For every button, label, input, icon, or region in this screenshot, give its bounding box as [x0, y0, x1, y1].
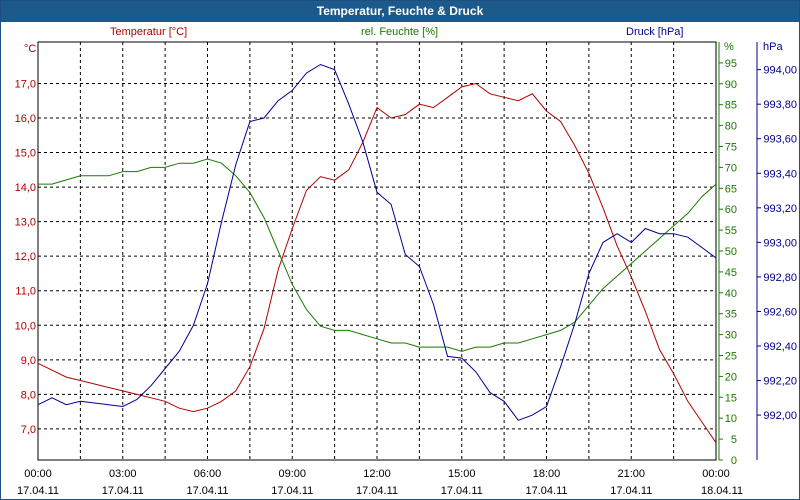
x-time-label: 18:00	[533, 468, 561, 480]
humidity-tick-label: 55	[725, 225, 737, 237]
humidity-tick-label: 30	[725, 330, 737, 342]
humidity-tick-label: 20	[725, 371, 737, 383]
x-time-label: 12:00	[363, 468, 391, 480]
humidity-tick-label: 90	[725, 79, 737, 91]
temperature-tick-label: 10,0	[15, 320, 36, 332]
pressure-series-label: Druck [hPa]	[626, 26, 683, 38]
temperature-tick-label: 7,0	[21, 424, 36, 436]
x-date-label: 17.04.11	[271, 485, 313, 497]
pressure-unit-label: hPa	[763, 41, 783, 53]
pressure-tick-label: 993,80	[763, 99, 797, 111]
x-date-label: 17.04.11	[610, 485, 652, 497]
pressure-tick-label: 993,40	[763, 168, 797, 180]
humidity-tick-label: 75	[725, 142, 737, 154]
humidity-tick-label: 15	[725, 392, 737, 404]
x-time-label: 09:00	[278, 468, 306, 480]
pressure-tick-label: 993,00	[763, 237, 797, 249]
humidity-unit-label: %	[724, 41, 734, 53]
humidity-series-label: rel. Feuchte [%]	[361, 26, 438, 38]
humidity-tick-label: 95	[725, 58, 737, 70]
pressure-line	[37, 63, 717, 421]
humidity-tick-label: 70	[725, 162, 737, 174]
humidity-tick-label: 40	[725, 288, 737, 300]
humidity-tick-label: 85	[725, 100, 737, 112]
humidity-tick-label: 80	[725, 121, 737, 133]
x-time-label: 00:00	[24, 468, 52, 480]
temperature-tick-label: 13,0	[15, 217, 36, 229]
axis-layer: °C 17,0 16,0 15,0 14,0 13,0 12,0 11,0 10,0 9,0 8,0…	[15, 26, 797, 497]
chart-title: Temperatur, Feuchte & Druck	[1, 1, 799, 22]
x-time-label: 00:00	[702, 468, 730, 480]
pressure-tick-label: 992,20	[763, 376, 797, 388]
x-time-label: 06:00	[194, 468, 222, 480]
temperature-tick-label: 9,0	[21, 355, 36, 367]
x-date-label: 17.04.11	[356, 485, 398, 497]
x-date-label: 17.04.11	[525, 485, 567, 497]
pressure-tick-label: 993,60	[763, 134, 797, 146]
temperature-tick-label: 8,0	[21, 389, 36, 401]
pressure-tick-label: 993,20	[763, 203, 797, 215]
x-date-label: 17.04.11	[186, 485, 228, 497]
temperature-tick-label: 12,0	[15, 251, 36, 263]
temperature-tick-label: 17,0	[15, 78, 36, 90]
humidity-line	[38, 158, 717, 352]
pressure-tick-label: 994,00	[763, 65, 797, 77]
pressure-tick-label: 992,00	[763, 410, 797, 422]
temperature-unit-label: °C	[24, 43, 36, 55]
humidity-tick-label: 50	[725, 246, 737, 258]
humidity-tick-label: 5	[731, 434, 737, 446]
humidity-tick-label: 0	[731, 455, 737, 467]
temperature-tick-label: 14,0	[15, 182, 36, 194]
x-date-label: 17.04.11	[441, 485, 483, 497]
temperature-line	[37, 82, 717, 443]
grid-lines	[38, 42, 716, 460]
x-date-label: 17.04.11	[17, 485, 59, 497]
pressure-tick-label: 992,40	[763, 341, 797, 353]
humidity-tick-label: 45	[725, 267, 737, 279]
humidity-tick-label: 60	[725, 204, 737, 216]
temperature-series-label: Temperatur [°C]	[110, 26, 187, 38]
temperature-tick-label: 16,0	[15, 113, 36, 125]
x-time-label: 21:00	[617, 468, 645, 480]
temperature-tick-label: 15,0	[15, 148, 36, 160]
series-layer	[37, 63, 717, 443]
x-date-label: 18.04.11	[701, 485, 743, 497]
x-time-label: 03:00	[109, 468, 137, 480]
pressure-tick-label: 992,60	[763, 306, 797, 318]
x-date-label: 17.04.11	[102, 485, 144, 497]
humidity-tick-label: 25	[725, 351, 737, 363]
pressure-tick-label: 992,80	[763, 272, 797, 284]
humidity-tick-label: 35	[725, 309, 737, 321]
humidity-tick-label: 65	[725, 183, 737, 195]
temperature-tick-label: 11,0	[15, 286, 36, 298]
x-time-label: 15:00	[448, 468, 476, 480]
humidity-tick-label: 10	[725, 413, 737, 425]
